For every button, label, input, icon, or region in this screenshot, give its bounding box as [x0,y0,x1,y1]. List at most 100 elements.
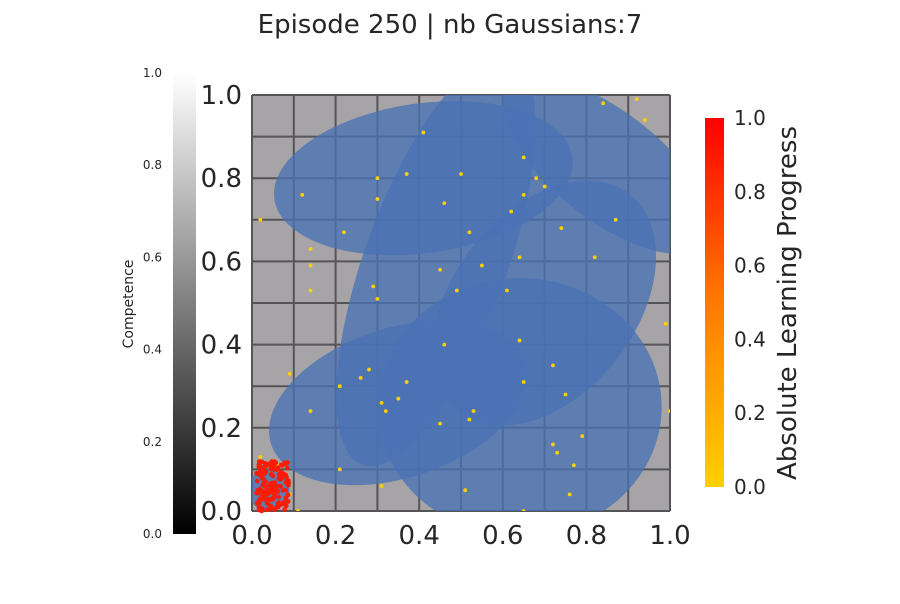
data-point [613,217,618,222]
data-point [559,226,564,231]
data-point [467,230,472,235]
data-point-red [257,463,263,469]
lp-colorbar-gradient [705,118,724,487]
x-tick-label: 0.0 [231,521,272,551]
data-point [258,455,263,459]
data-point [438,421,442,426]
data-point [480,263,484,268]
data-point-red [271,482,277,487]
data-point-red [258,473,263,478]
gaussian-ellipse-3 [274,101,573,256]
data-point-red [283,495,289,501]
x-tick-label: 0.4 [399,521,440,551]
data-point [287,371,292,376]
data-point-red [265,491,270,497]
x-tick-label: 0.8 [566,521,607,551]
data-point-red [285,499,291,504]
data-point [571,463,576,468]
data-point-red [276,500,282,505]
data-point-red [280,488,286,493]
data-point [567,492,572,497]
red-points [254,459,292,514]
competence-tick-label: 0.0 [143,527,162,541]
data-point [342,230,346,235]
lp-tick-label: 1.0 [734,106,766,130]
lp-colorbar: 0.0 0.2 0.4 0.6 0.8 1.0 Absolute Learning Pro… [705,106,803,499]
data-point-red [256,505,262,510]
data-point [442,201,447,206]
x-tick-label: 1.0 [649,521,690,551]
data-point [396,396,401,401]
data-point-red [276,494,281,500]
data-point [580,434,585,439]
data-point-red [270,473,276,479]
data-point [442,342,447,347]
data-point-red [281,471,287,477]
data-point-red [284,465,290,471]
data-point [509,209,514,214]
data-point-red [268,465,274,471]
data-point [337,467,342,472]
y-tick-label: 0.2 [201,414,242,444]
data-point [663,321,668,326]
data-point [534,176,539,181]
data-point-red [281,499,287,505]
data-point [521,192,526,197]
data-point [643,118,647,122]
gaussian-ellipses [252,95,670,511]
data-point [454,288,459,293]
competence-tick-label: 0.4 [143,343,162,357]
data-point [517,338,522,343]
competence-colorbar-gradient [173,73,196,534]
y-tick-labels: 0.0 0.2 0.4 0.6 0.8 1.0 [201,81,242,527]
data-point-red [271,494,277,500]
data-point [563,392,568,397]
y-tick-label: 1.0 [201,81,242,111]
competence-tick-label: 0.8 [143,158,162,172]
data-point [404,380,409,384]
data-point-red [279,462,284,468]
data-point-red [273,460,279,466]
lp-colorbar-label: Absolute Learning Progress [773,126,803,480]
data-point [438,267,442,272]
competence-tick-label: 0.2 [143,435,162,449]
data-point-red [256,501,262,507]
x-tick-label: 0.6 [482,521,523,551]
lp-tick-label: 0.2 [734,401,766,425]
data-point [634,97,639,102]
data-point [383,409,388,414]
data-point-red [261,467,267,472]
y-tick-label: 0.4 [201,331,242,361]
data-point-red [259,508,264,514]
competence-colorbar-label: Competence [121,260,137,349]
data-point [375,197,380,201]
data-point [542,184,547,189]
data-point [517,255,522,260]
data-point-red [264,500,270,506]
data-point [258,217,263,222]
data-point-red [286,478,291,483]
data-point-red [256,459,262,464]
x-tick-labels: 0.0 0.2 0.4 0.6 0.8 1.0 [231,521,690,551]
data-point [308,288,313,293]
data-point [375,176,380,181]
data-point [521,509,526,511]
y-tick-label: 0.8 [201,164,242,194]
data-point-red [263,479,268,485]
data-point [668,409,670,414]
data-point [358,375,363,380]
data-point [555,450,560,455]
data-point-red [283,503,289,509]
data-point [463,488,468,493]
data-point [521,155,526,160]
lp-tick-label: 0.0 [734,475,766,499]
y-tick-label: 0.6 [201,247,242,277]
data-point [592,255,597,260]
data-point [551,442,555,447]
data-point-red [256,498,262,503]
gaussian-ellipse-2 [503,95,670,254]
data-point-red [268,504,274,509]
data-point-red [277,476,283,482]
